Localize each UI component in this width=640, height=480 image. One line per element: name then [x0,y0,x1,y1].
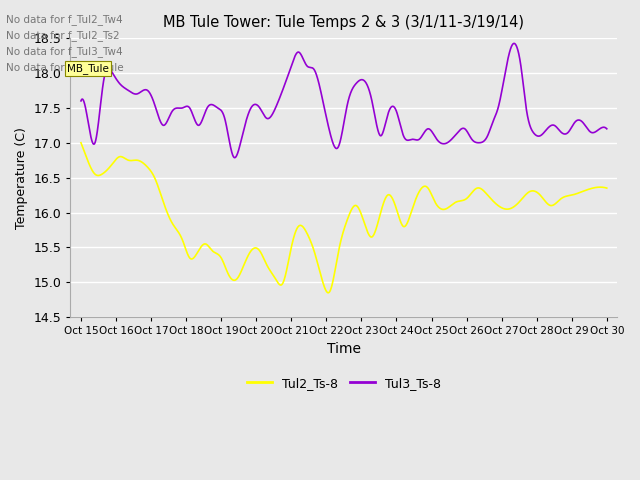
Text: No data for f_Tul2_Ts2: No data for f_Tul2_Ts2 [6,30,120,41]
Text: MB_Tule: MB_Tule [67,63,109,74]
Text: No data for f_Tul3_Tule: No data for f_Tul3_Tule [6,62,124,73]
X-axis label: Time: Time [327,342,361,356]
Y-axis label: Temperature (C): Temperature (C) [15,127,28,228]
Text: No data for f_Tul2_Tw4: No data for f_Tul2_Tw4 [6,14,123,25]
Text: No data for f_Tul3_Tw4: No data for f_Tul3_Tw4 [6,46,123,57]
Legend: Tul2_Ts-8, Tul3_Ts-8: Tul2_Ts-8, Tul3_Ts-8 [242,372,446,395]
Title: MB Tule Tower: Tule Temps 2 & 3 (3/1/11-3/19/14): MB Tule Tower: Tule Temps 2 & 3 (3/1/11-… [163,15,524,30]
